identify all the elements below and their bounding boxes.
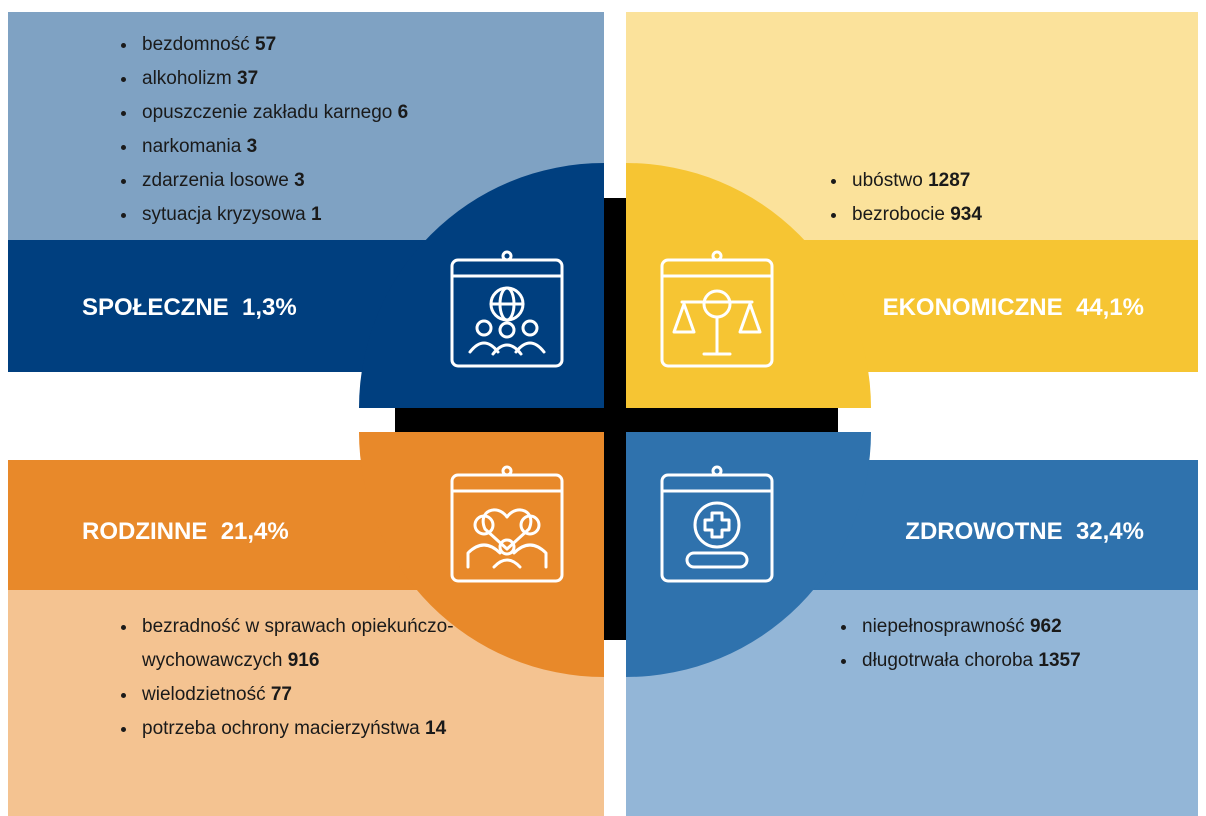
item-count: 14 (425, 718, 447, 739)
list-item: alkoholizm 37 (138, 62, 608, 96)
item-list: bezradność w sprawach opiekuńczo-wychowa… (108, 610, 558, 746)
item-count: 1 (310, 204, 322, 225)
item-name: wielodzietność (142, 684, 266, 705)
circle-quarter (626, 163, 871, 408)
section-title: ZDROWOTNE 32,4% (905, 518, 1144, 546)
item-name: bezrobocie (852, 204, 945, 225)
section-name: EKONOMICZNE (882, 294, 1063, 321)
item-name: narkomania (142, 136, 242, 157)
item-name: bezradność w sprawach opiekuńczo-wychowa… (142, 616, 454, 671)
item-count: 3 (246, 136, 258, 157)
list-item: bezradność w sprawach opiekuńczo-wychowa… (138, 610, 558, 678)
list-item: narkomania 3 (138, 130, 608, 164)
list-item: wielodzietność 77 (138, 678, 558, 712)
section-name: ZDROWOTNE (905, 518, 1063, 545)
item-count: 57 (255, 34, 277, 55)
item-count: 934 (950, 204, 982, 225)
item-count: 1287 (928, 170, 971, 191)
item-count: 916 (287, 650, 320, 671)
item-name: sytuacja kryzysowa (142, 204, 306, 225)
item-count: 962 (1029, 616, 1062, 637)
item-list: ubóstwo 1287bezrobocie 934 (818, 164, 1206, 232)
item-count: 37 (237, 68, 259, 89)
list-item: zdarzenia losowe 3 (138, 164, 608, 198)
section-percent: 32,4% (1075, 518, 1144, 545)
section-title: EKONOMICZNE 44,1% (883, 294, 1144, 322)
icon-economic (660, 250, 774, 368)
section-percent: 44,1% (1075, 294, 1144, 321)
circle-quarter (359, 163, 604, 408)
list-item: niepełnosprawność 962 (858, 610, 1206, 644)
circle-quarter (359, 432, 604, 677)
list-item: ubóstwo 1287 (848, 164, 1206, 198)
cross (395, 408, 838, 432)
item-name: potrzeba ochrony macierzyństwa (142, 718, 420, 739)
icon-family (450, 465, 564, 583)
item-count: 3 (294, 170, 305, 191)
item-name: opuszczenie zakładu karnego (142, 102, 393, 123)
section-title: RODZINNE 21,4% (82, 518, 289, 546)
list-item: długotrwała choroba 1357 (858, 644, 1206, 678)
icon-health (660, 465, 774, 583)
item-list: bezdomność 57alkoholizm 37opuszczenie za… (108, 28, 608, 232)
item-count: 77 (270, 684, 292, 705)
section-percent: 1,3% (242, 294, 297, 321)
section-title: SPOŁECZNE 1,3% (82, 294, 297, 322)
section-name: RODZINNE (82, 518, 208, 545)
item-name: zdarzenia losowe (142, 170, 289, 191)
item-name: niepełnosprawność (862, 616, 1025, 637)
list-item: bezdomność 57 (138, 28, 608, 62)
list-item: opuszczenie zakładu karnego 6 (138, 96, 608, 130)
item-name: bezdomność (142, 34, 250, 55)
item-name: długotrwała choroba (862, 650, 1034, 671)
list-item: bezrobocie 934 (848, 198, 1206, 232)
item-count: 1357 (1038, 650, 1081, 671)
section-percent: 21,4% (220, 518, 289, 545)
circle-quarter (626, 432, 871, 677)
item-name: ubóstwo (852, 170, 923, 191)
item-count: 6 (397, 102, 409, 123)
item-list: niepełnosprawność 962długotrwała choroba… (828, 610, 1206, 678)
section-name: SPOŁECZNE (82, 294, 229, 321)
item-name: alkoholizm (142, 68, 232, 89)
list-item: potrzeba ochrony macierzyństwa 14 (138, 712, 558, 746)
icon-social (450, 250, 564, 368)
list-item: sytuacja kryzysowa 1 (138, 198, 608, 232)
